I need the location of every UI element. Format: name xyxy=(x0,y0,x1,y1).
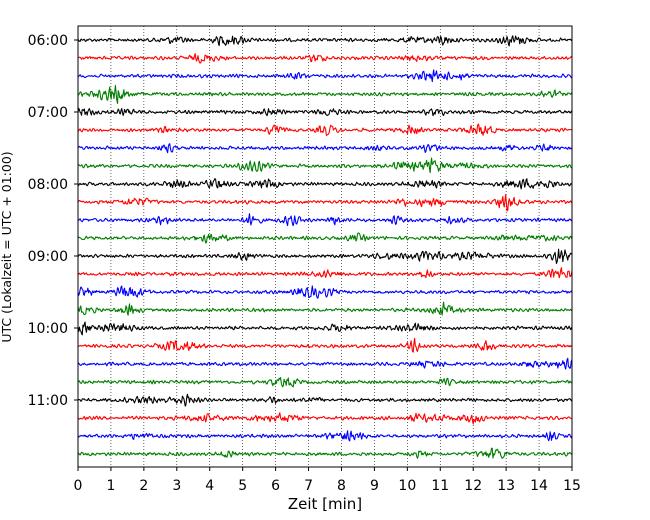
x-tick-label: 11 xyxy=(431,478,449,494)
x-tick-label: 2 xyxy=(139,478,148,494)
x-tick-label: 4 xyxy=(205,478,214,494)
trace-line xyxy=(77,35,573,47)
x-tick-label: 1 xyxy=(106,478,115,494)
trace-line xyxy=(77,248,573,264)
y-axis-label: UTC (Lokalzeit = UTC + 01:00) xyxy=(0,151,14,342)
trace-line xyxy=(77,412,573,425)
trace-line xyxy=(77,178,573,190)
x-tick-label: 13 xyxy=(497,478,515,494)
trace-line xyxy=(77,69,573,83)
x-tick-label: 6 xyxy=(271,478,280,494)
y-tick-label: 06:00 xyxy=(28,33,68,49)
x-tick-label: 9 xyxy=(370,478,379,494)
trace-line xyxy=(77,301,573,316)
trace-line xyxy=(77,267,573,279)
trace-line xyxy=(77,285,573,299)
y-tick-label: 07:00 xyxy=(28,105,68,121)
y-tick-label: 08:00 xyxy=(28,177,68,193)
trace-line xyxy=(77,393,573,407)
x-axis-ticks: 0 1 2 3 4 5 6 7 8 9 10 11 12 13 14 15 xyxy=(74,467,581,494)
trace-line xyxy=(77,430,573,442)
x-tick-label: 0 xyxy=(74,478,83,494)
plot-background xyxy=(78,26,572,467)
x-tick-label: 15 xyxy=(563,478,581,494)
y-tick-label: 10:00 xyxy=(28,321,68,337)
x-tick-label: 8 xyxy=(337,478,346,494)
trace-line xyxy=(77,337,573,353)
x-tick-label: 14 xyxy=(530,478,548,494)
y-tick-label: 09:00 xyxy=(28,249,68,265)
y-axis-ticks: 06:00 07:00 08:00 09:00 10:00 11:00 xyxy=(28,33,78,409)
trace-line xyxy=(77,213,573,227)
x-tick-label: 5 xyxy=(238,478,247,494)
plot-frame xyxy=(77,25,573,468)
y-tick-label: 11:00 xyxy=(28,393,68,409)
x-tick-label: 12 xyxy=(464,478,482,494)
x-axis-label: Zeit [min] xyxy=(288,495,362,513)
trace-line xyxy=(77,377,573,388)
trace-line xyxy=(77,107,573,117)
trace-line xyxy=(77,53,573,64)
trace-line xyxy=(77,123,573,136)
trace-line xyxy=(77,194,573,212)
x-tick-label: 10 xyxy=(398,478,416,494)
trace-line xyxy=(77,157,573,174)
trace-line xyxy=(77,232,573,244)
x-tick-label: 7 xyxy=(304,478,313,494)
trace-line xyxy=(77,321,573,336)
trace-line xyxy=(77,84,573,104)
trace-line xyxy=(77,357,573,370)
trace-group xyxy=(77,35,573,459)
x-tick-label: 3 xyxy=(172,478,181,494)
trace-line xyxy=(77,143,573,154)
trace-line xyxy=(77,447,573,459)
